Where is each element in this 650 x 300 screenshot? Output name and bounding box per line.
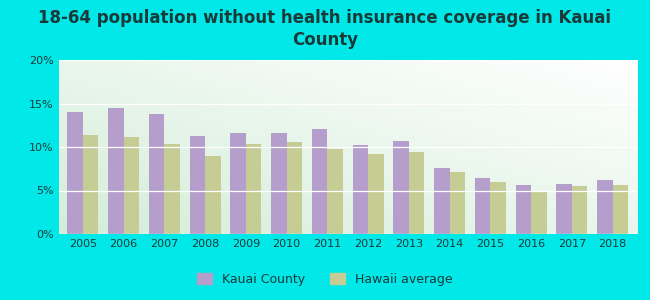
- Bar: [572, 186, 588, 234]
- Bar: [83, 135, 98, 234]
- Bar: [124, 137, 139, 234]
- Legend: Kauai County, Hawaii average: Kauai County, Hawaii average: [192, 268, 458, 291]
- Bar: [556, 184, 572, 234]
- Bar: [287, 142, 302, 234]
- Bar: [312, 129, 328, 234]
- Bar: [490, 182, 506, 234]
- Bar: [164, 144, 180, 234]
- Bar: [328, 149, 343, 234]
- Bar: [246, 144, 261, 234]
- Bar: [368, 154, 384, 234]
- Bar: [531, 191, 547, 234]
- Bar: [475, 178, 490, 234]
- Bar: [409, 152, 424, 234]
- Bar: [515, 185, 531, 234]
- Bar: [230, 133, 246, 234]
- Text: 18-64 population without health insurance coverage in Kauai
County: 18-64 population without health insuranc…: [38, 9, 612, 49]
- Bar: [353, 145, 368, 234]
- Bar: [434, 168, 450, 234]
- Bar: [271, 133, 287, 234]
- Bar: [612, 185, 628, 234]
- Bar: [450, 172, 465, 234]
- Bar: [205, 156, 220, 234]
- Bar: [68, 112, 83, 234]
- Bar: [597, 180, 612, 234]
- Bar: [393, 141, 409, 234]
- Bar: [149, 114, 164, 234]
- Bar: [190, 136, 205, 234]
- Bar: [108, 108, 124, 234]
